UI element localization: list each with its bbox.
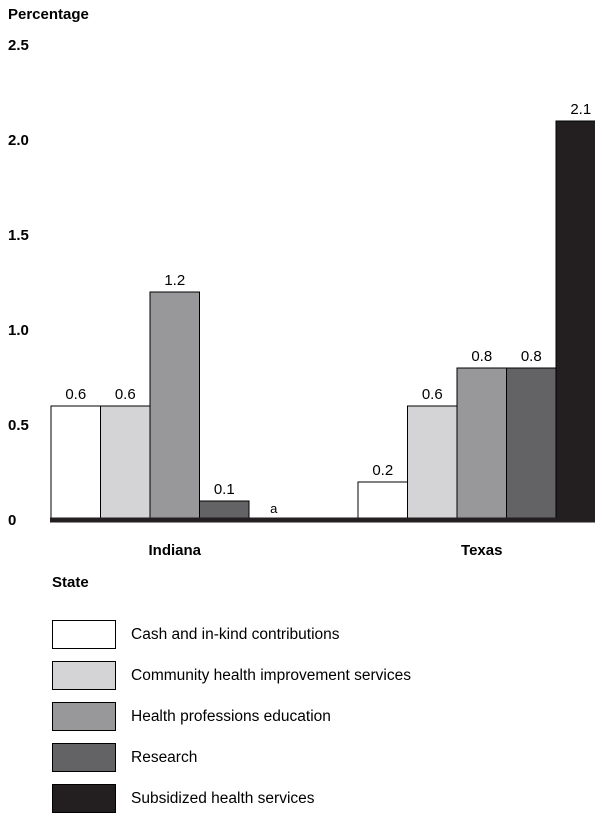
- legend-item-subsidized: Subsidized health services: [52, 784, 572, 814]
- legend-label: Cash and in-kind contributions: [131, 626, 340, 643]
- y-tick-label: 1.5: [8, 227, 29, 244]
- data-label: 0.6: [115, 386, 136, 403]
- legend-swatch: [52, 702, 116, 731]
- legend-label: Health professions education: [131, 708, 331, 725]
- bar: [456, 367, 507, 521]
- data-label: 1.2: [164, 272, 185, 289]
- data-label: a: [270, 501, 278, 516]
- legend-swatch: [52, 620, 116, 649]
- y-tick-label: 0.5: [8, 417, 29, 434]
- data-label: 0.8: [521, 348, 542, 365]
- bar: [407, 405, 458, 521]
- data-label: 0.8: [471, 348, 492, 365]
- y-tick-label: 2.5: [8, 37, 29, 54]
- legend-item-education: Health professions education: [52, 702, 572, 732]
- x-axis-title: State: [52, 574, 89, 591]
- legend-item-community: Community health improvement services: [52, 661, 572, 691]
- y-tick-label: 1.0: [8, 322, 29, 339]
- x-tick-label: Indiana: [148, 542, 201, 559]
- y-tick-label: 0: [8, 512, 16, 529]
- bar: [199, 500, 250, 521]
- legend-label: Research: [131, 749, 198, 766]
- y-tick-label: 2.0: [8, 132, 29, 149]
- bar: [50, 405, 101, 521]
- y-axis-title: Percentage: [8, 6, 89, 23]
- legend-label: Community health improvement services: [131, 667, 411, 684]
- bar: [506, 367, 557, 521]
- data-label: 0.6: [422, 386, 443, 403]
- data-label: 0.6: [65, 386, 86, 403]
- bar-chart: 0 0.5 1.0 1.5 2.0 2.5 0.6 0.6 1.2 0.1 a Indiana 0.2 0…: [8, 37, 595, 559]
- bar: [149, 291, 200, 521]
- data-label: 0.1: [214, 481, 235, 498]
- legend-swatch: [52, 784, 116, 813]
- bar: [357, 481, 408, 521]
- data-label: 2.1: [570, 101, 591, 118]
- data-label: 0.2: [372, 462, 393, 479]
- bar: [555, 120, 595, 521]
- legend-swatch: [52, 661, 116, 690]
- legend-item-cash: Cash and in-kind contributions: [52, 620, 572, 650]
- x-tick-label: Texas: [461, 542, 502, 559]
- legend-swatch: [52, 743, 116, 772]
- legend-label: Subsidized health services: [131, 790, 315, 807]
- legend-item-research: Research: [52, 743, 572, 773]
- bar: [100, 405, 151, 521]
